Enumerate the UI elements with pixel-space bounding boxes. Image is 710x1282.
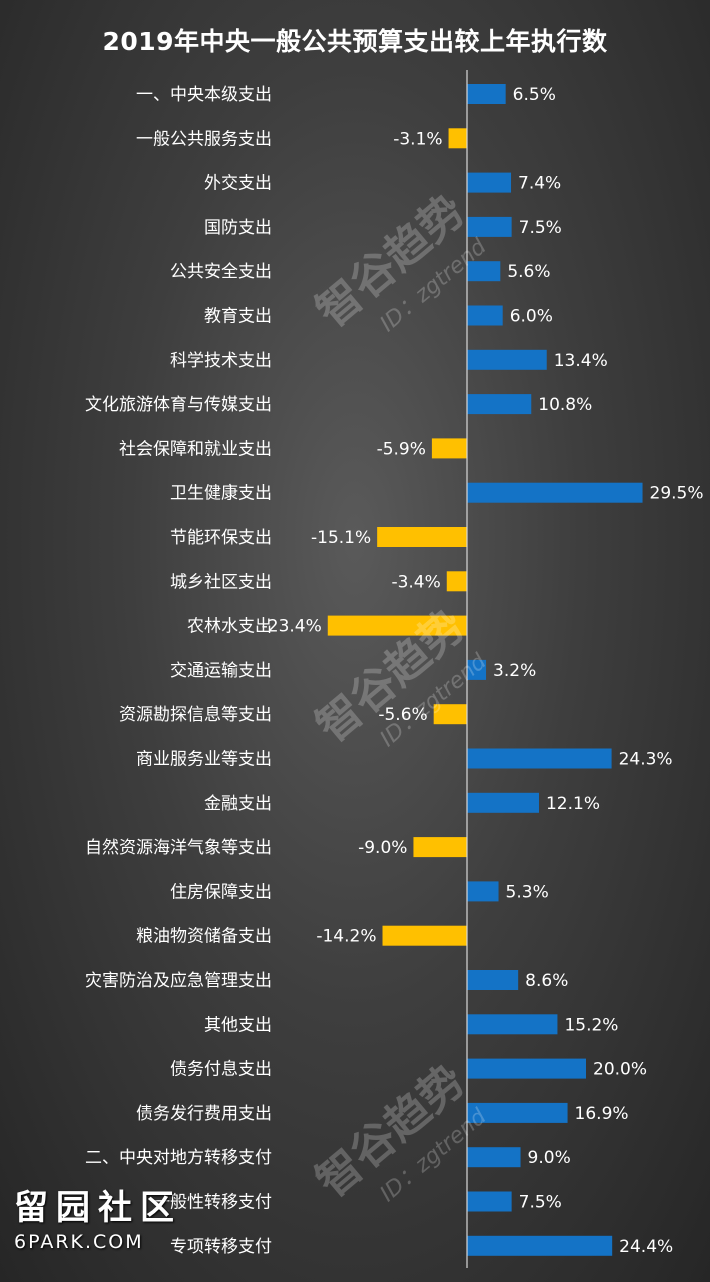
category-label: 国防支出 — [204, 218, 272, 238]
value-label: -15.1% — [311, 528, 371, 548]
category-label: 粮油物资储备支出 — [136, 927, 272, 947]
category-label: 一般公共服务支出 — [136, 129, 272, 149]
value-label: 29.5% — [650, 484, 704, 504]
value-label: 15.2% — [564, 1015, 618, 1035]
category-label: 住房保障支出 — [170, 882, 272, 902]
bar — [467, 748, 612, 769]
bar — [467, 1014, 558, 1035]
bar — [467, 792, 539, 813]
value-label: 12.1% — [546, 794, 600, 814]
category-label: 自然资源海洋气象等支出 — [85, 838, 272, 858]
bar — [377, 527, 467, 547]
value-label: 7.5% — [519, 218, 562, 238]
value-label: 6.0% — [510, 307, 553, 327]
category-label: 二、中央对地方转移支付 — [85, 1148, 272, 1168]
bar — [433, 704, 467, 725]
bar — [382, 925, 467, 946]
value-label: -14.2% — [316, 927, 376, 947]
chart-title: 2019年中央一般公共预算支出较上年执行数 — [102, 27, 608, 56]
bar — [467, 881, 499, 902]
category-label: 教育支出 — [204, 307, 272, 327]
category-label: 外交支出 — [204, 174, 272, 194]
bar — [467, 84, 506, 104]
bar — [446, 571, 467, 592]
bar — [467, 970, 519, 990]
category-label: 城乡社区支出 — [170, 572, 272, 592]
value-label: 8.6% — [525, 971, 568, 991]
value-label: 13.4% — [554, 351, 608, 371]
category-label: 专项转移支付 — [170, 1237, 272, 1257]
category-label: 交通运输支出 — [170, 661, 272, 681]
value-label: 7.5% — [519, 1193, 562, 1213]
value-label: -3.4% — [391, 572, 440, 592]
category-label: 社会保障和就业支出 — [119, 439, 272, 459]
value-label: 24.3% — [619, 750, 673, 770]
value-label: 10.8% — [538, 395, 592, 415]
bar — [467, 482, 643, 503]
bar — [467, 394, 532, 415]
bar — [327, 615, 467, 636]
value-label: 20.0% — [593, 1060, 647, 1080]
category-label: 债务发行费用支出 — [136, 1104, 272, 1124]
category-label: 文化旅游体育与传媒支出 — [85, 395, 272, 415]
category-label: 金融支出 — [204, 794, 272, 814]
value-label: 6.5% — [513, 85, 556, 105]
category-label: 一般性转移支付 — [153, 1193, 272, 1213]
bar — [467, 1102, 568, 1123]
category-label: 其他支出 — [204, 1015, 272, 1035]
bar — [413, 837, 467, 858]
category-label: 商业服务业等支出 — [136, 750, 272, 770]
bar — [467, 1191, 512, 1212]
category-label: 灾害防治及应急管理支出 — [85, 971, 272, 991]
bar — [467, 1147, 521, 1168]
category-label: 一、中央本级支出 — [136, 85, 272, 105]
value-label: 16.9% — [575, 1104, 629, 1124]
category-label: 公共安全支出 — [170, 262, 272, 282]
bar — [467, 261, 501, 282]
category-label: 科学技术支出 — [170, 351, 272, 371]
value-label: 3.2% — [493, 661, 536, 681]
value-label: 5.6% — [507, 262, 550, 282]
value-label: 5.3% — [506, 882, 549, 902]
value-label: -23.4% — [262, 617, 322, 637]
bar — [467, 172, 512, 193]
category-label: 卫生健康支出 — [170, 484, 272, 504]
bar — [467, 305, 503, 326]
category-label: 债务付息支出 — [170, 1060, 272, 1080]
value-label: 9.0% — [528, 1148, 571, 1168]
value-label: 24.4% — [619, 1237, 673, 1257]
bar — [467, 659, 487, 680]
category-label: 农林水支出 — [187, 617, 272, 637]
bar — [467, 216, 512, 237]
value-label: 7.4% — [518, 174, 561, 194]
bar — [467, 1058, 586, 1079]
value-label: -3.1% — [393, 129, 442, 149]
value-label: -9.0% — [358, 838, 407, 858]
value-label: -5.6% — [378, 705, 427, 725]
value-label: -5.9% — [377, 439, 426, 459]
bar — [431, 438, 467, 459]
category-label: 节能环保支出 — [170, 528, 272, 548]
category-label: 资源勘探信息等支出 — [119, 705, 272, 725]
bar — [467, 349, 547, 370]
bar — [467, 1235, 613, 1256]
bar — [448, 128, 467, 149]
